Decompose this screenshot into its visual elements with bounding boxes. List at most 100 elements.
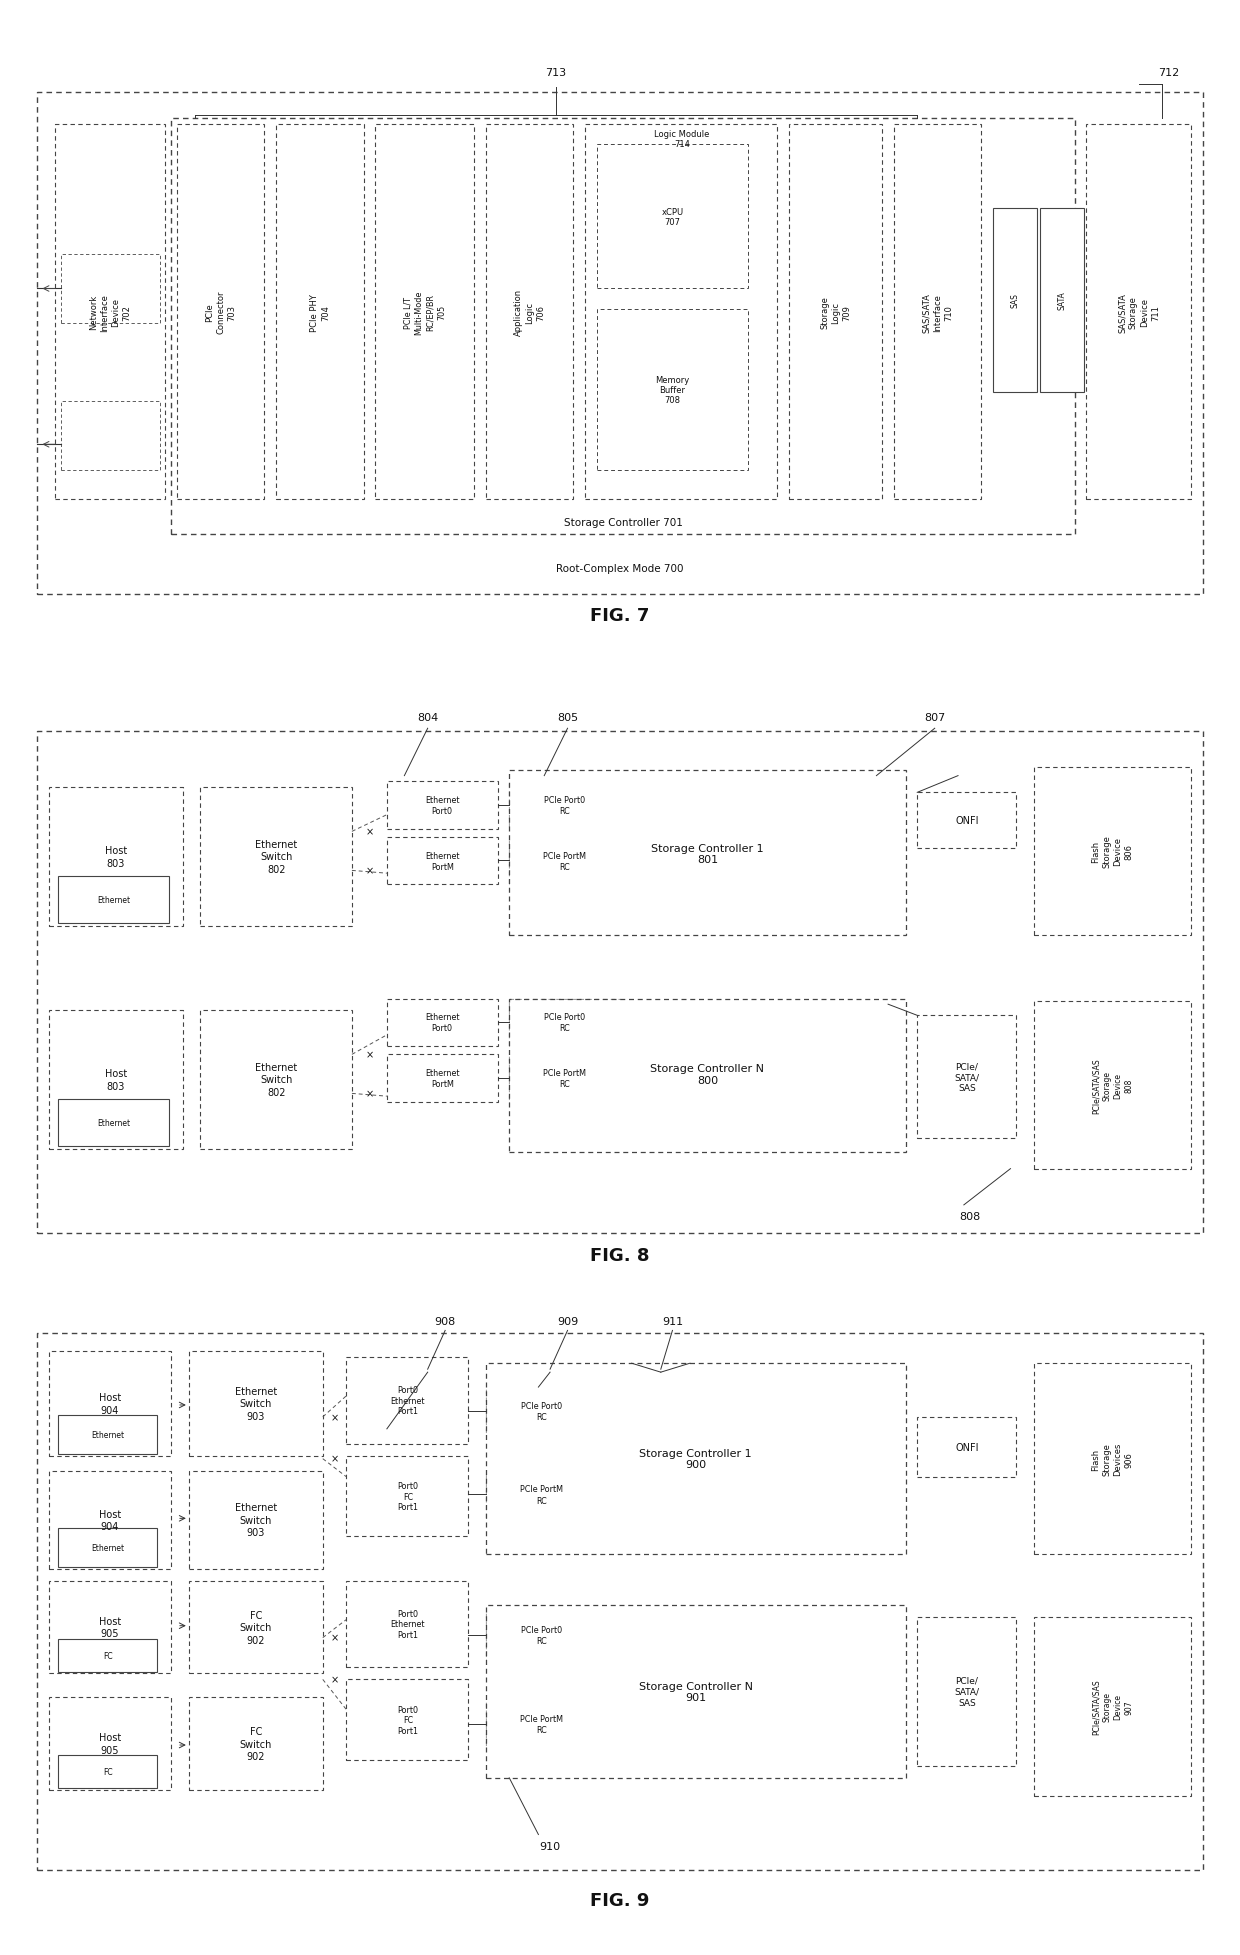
Bar [201, 1011, 352, 1150]
Text: Storage Controller 701: Storage Controller 701 [564, 518, 683, 528]
Text: ×: × [366, 827, 373, 837]
Bar [58, 1099, 169, 1148]
Text: FIG. 7: FIG. 7 [590, 606, 650, 624]
Bar [387, 782, 497, 829]
Bar [346, 1582, 469, 1668]
Bar [486, 1701, 596, 1748]
Text: FIG. 8: FIG. 8 [590, 1247, 650, 1265]
Text: Ethernet
Switch
802: Ethernet Switch 802 [255, 1062, 298, 1097]
Text: Port0
FC
Port1: Port0 FC Port1 [397, 1482, 418, 1511]
Text: Flash
Storage
Devices
906: Flash Storage Devices 906 [1091, 1443, 1133, 1476]
Bar [1034, 1617, 1192, 1797]
Text: Network
Interface
Device
702: Network Interface Device 702 [89, 293, 131, 330]
Text: Port0
Ethernet
Port1: Port0 Ethernet Port1 [391, 1609, 425, 1638]
Bar [918, 1017, 1017, 1138]
Bar [58, 1756, 157, 1789]
Text: Host
905: Host 905 [99, 1732, 122, 1756]
Text: Storage
Logic
709: Storage Logic 709 [820, 295, 851, 328]
Text: 910: 910 [539, 1842, 560, 1851]
Text: Storage Controller N
901: Storage Controller N 901 [639, 1681, 753, 1703]
Bar [188, 1351, 322, 1456]
Bar [596, 309, 748, 471]
Text: 908: 908 [434, 1318, 456, 1327]
Bar [346, 1456, 469, 1537]
Text: 712: 712 [1158, 68, 1179, 78]
Bar [188, 1470, 322, 1570]
Bar [58, 876, 169, 925]
Text: ×: × [366, 1050, 373, 1060]
Text: 911: 911 [662, 1318, 683, 1327]
Text: 807: 807 [924, 714, 945, 723]
Bar [486, 1388, 596, 1435]
Bar [486, 1611, 596, 1658]
Bar [918, 1417, 1017, 1476]
Text: 805: 805 [557, 714, 578, 723]
Bar [55, 125, 165, 500]
Text: 909: 909 [557, 1318, 578, 1327]
Text: SAS/SATA
Storage
Device
711: SAS/SATA Storage Device 711 [1117, 293, 1159, 332]
Text: Application
Logic
706: Application Logic 706 [515, 289, 546, 336]
Bar [1086, 125, 1192, 500]
Bar [277, 125, 363, 500]
Bar [789, 125, 883, 500]
Text: PCIe Port0
RC: PCIe Port0 RC [544, 1013, 585, 1032]
Text: Host
904: Host 904 [99, 1392, 122, 1415]
Bar [486, 1605, 905, 1777]
Text: 808: 808 [959, 1212, 981, 1222]
Bar [486, 1470, 596, 1519]
Text: FC: FC [103, 1767, 113, 1777]
Bar [510, 782, 620, 829]
Bar [48, 1351, 171, 1456]
Bar [993, 209, 1038, 393]
Text: FC
Switch
902: FC Switch 902 [239, 1726, 272, 1761]
Bar [346, 1357, 469, 1445]
Text: Logic Module
714: Logic Module 714 [653, 129, 709, 149]
Text: Flash
Storage
Device
806: Flash Storage Device 806 [1091, 835, 1133, 868]
Text: Root-Complex Mode 700: Root-Complex Mode 700 [557, 565, 683, 575]
Text: ONFI: ONFI [955, 815, 978, 825]
Text: SAS/SATA
Interface
710: SAS/SATA Interface 710 [923, 293, 954, 332]
Text: Ethernet: Ethernet [92, 1544, 124, 1552]
Text: PCIe PHY
704: PCIe PHY 704 [310, 293, 330, 330]
Text: PCIe Port0
RC: PCIe Port0 RC [521, 1625, 562, 1644]
Bar [1034, 768, 1192, 934]
Bar [58, 1638, 157, 1672]
Text: 804: 804 [417, 714, 438, 723]
Text: PCIe/
SATA/
SAS: PCIe/ SATA/ SAS [955, 1062, 980, 1093]
Bar [585, 125, 777, 500]
Text: FC: FC [103, 1650, 113, 1660]
Text: ×: × [366, 1089, 373, 1099]
Bar [48, 1470, 171, 1570]
Bar [58, 1529, 157, 1568]
Bar [510, 1056, 620, 1103]
Text: Host
904: Host 904 [99, 1509, 122, 1531]
Text: PCIe PortM
RC: PCIe PortM RC [543, 850, 587, 872]
Bar [1034, 1001, 1192, 1169]
Bar [918, 1617, 1017, 1765]
Bar [387, 999, 497, 1046]
Text: PCIe Port0
RC: PCIe Port0 RC [521, 1402, 562, 1421]
Bar [486, 1363, 905, 1554]
Bar [61, 254, 160, 325]
Text: PCIe Port0
RC: PCIe Port0 RC [544, 796, 585, 815]
Text: ×: × [330, 1455, 339, 1464]
Text: Ethernet
Switch
903: Ethernet Switch 903 [234, 1503, 277, 1537]
Text: ONFI: ONFI [955, 1443, 978, 1453]
Bar [894, 125, 981, 500]
Text: Storage Controller 1
801: Storage Controller 1 801 [651, 843, 764, 864]
Bar [1039, 209, 1084, 393]
Text: Ethernet
Switch
802: Ethernet Switch 802 [255, 839, 298, 874]
Text: Ethernet: Ethernet [97, 1118, 130, 1128]
Text: Ethernet
PortM: Ethernet PortM [425, 850, 460, 872]
Text: Ethernet
PortM: Ethernet PortM [425, 1069, 460, 1089]
Bar [48, 1697, 171, 1791]
Bar [171, 119, 1075, 534]
Text: Ethernet
Port0: Ethernet Port0 [425, 796, 460, 815]
Bar [510, 999, 905, 1151]
Text: ×: × [366, 866, 373, 876]
Bar [387, 837, 497, 886]
Bar [387, 1056, 497, 1103]
Text: Port0
FC
Port1: Port0 FC Port1 [397, 1705, 418, 1734]
Text: PCIe
Connector
703: PCIe Connector 703 [205, 291, 237, 334]
Text: Memory
Buffer
708: Memory Buffer 708 [655, 375, 689, 405]
